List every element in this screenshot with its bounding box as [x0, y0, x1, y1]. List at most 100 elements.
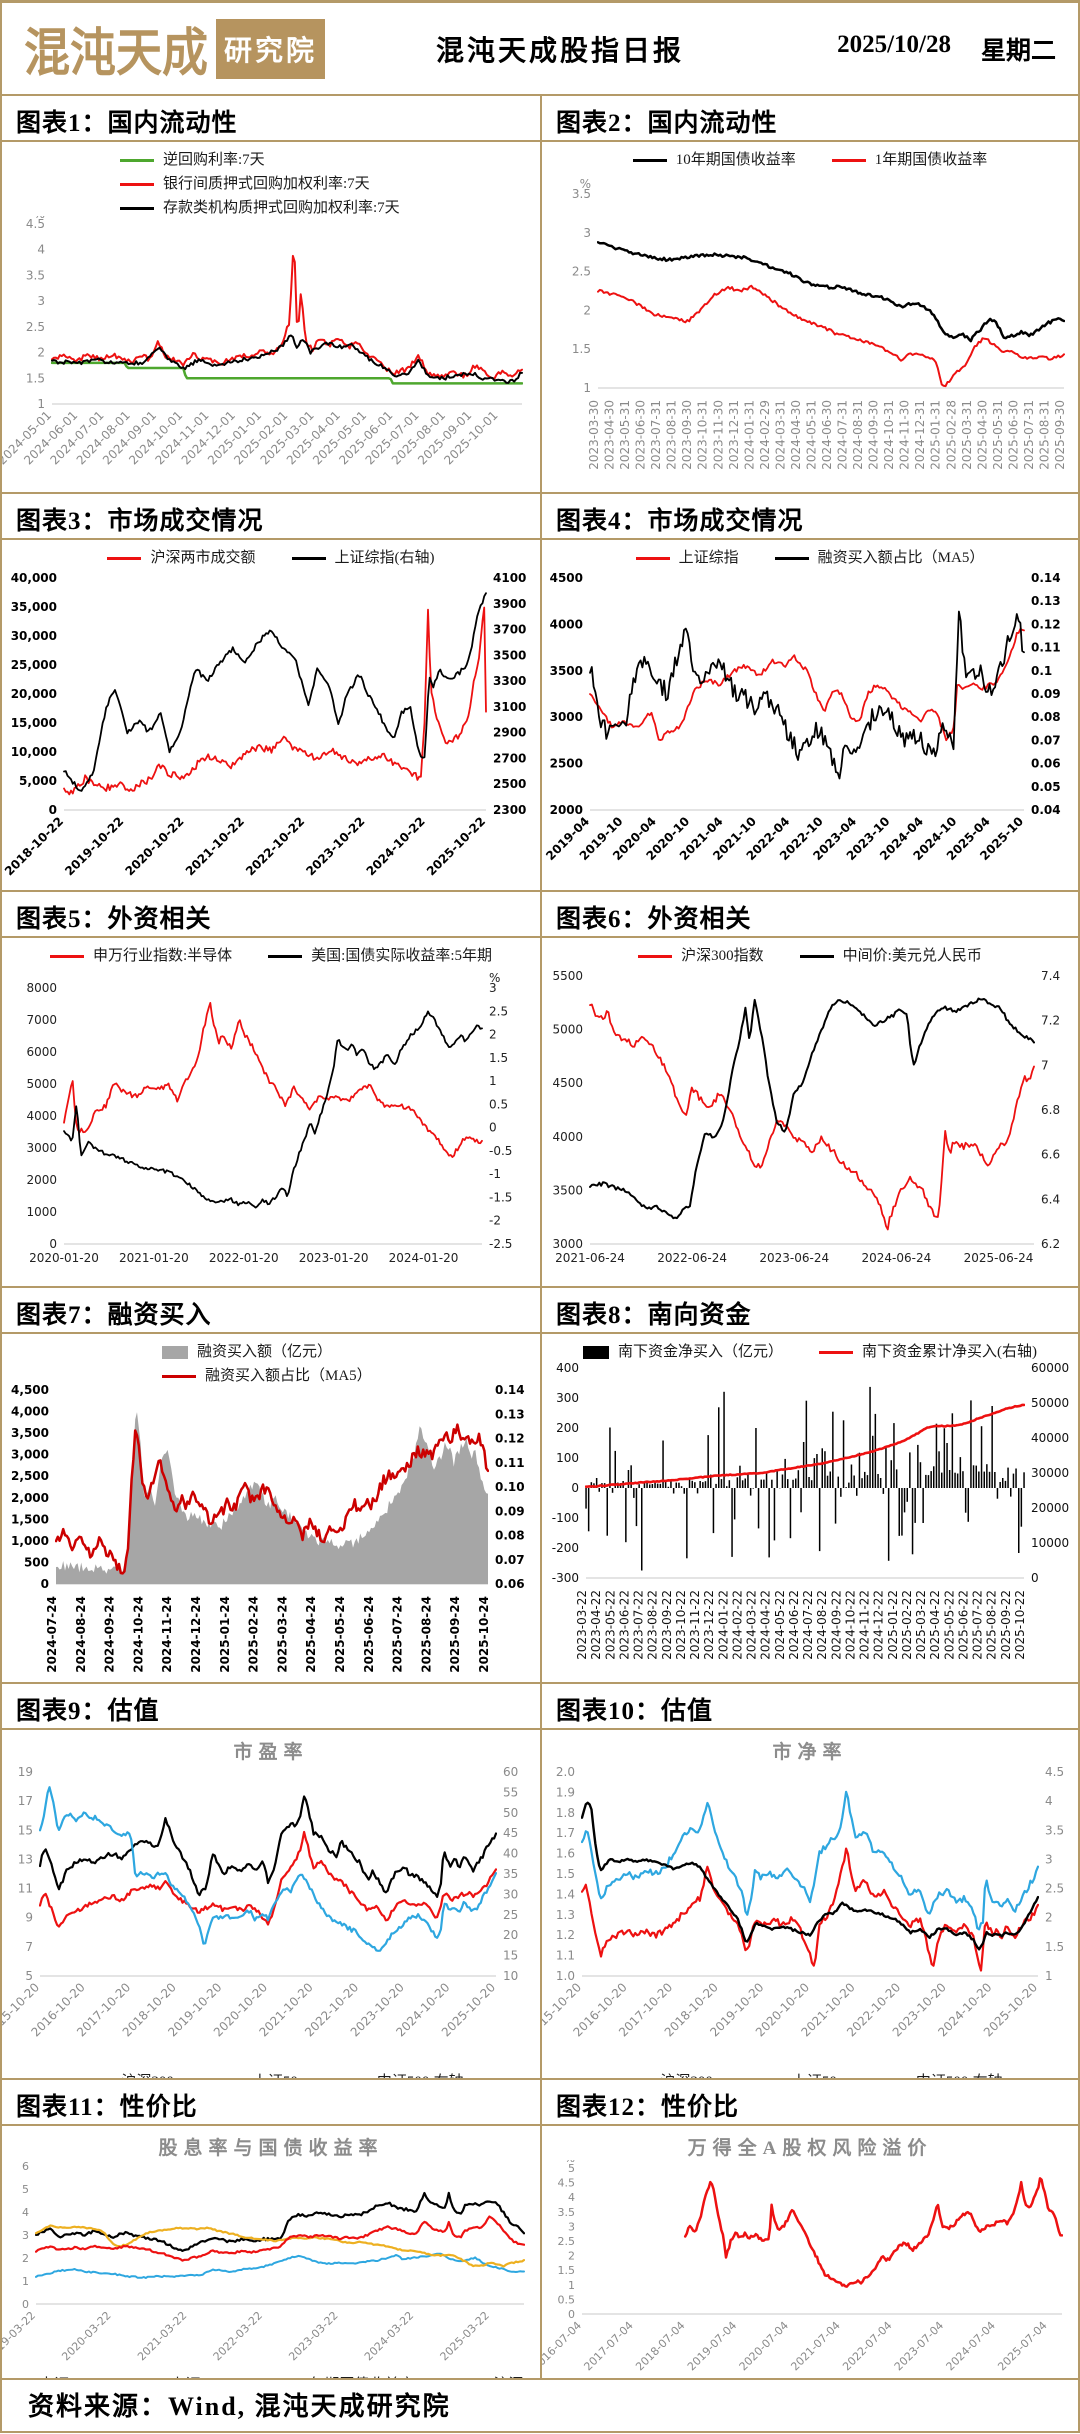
chart-inner-title: 万得全A股权风险溢价: [687, 2138, 933, 2159]
series-omo7: [51, 361, 523, 385]
svg-text:1.9: 1.9: [556, 1785, 575, 1799]
svg-text:2.5: 2.5: [1045, 1882, 1064, 1896]
svg-text:2.5: 2.5: [572, 265, 591, 279]
svg-text:2024-03-31: 2024-03-31: [773, 400, 787, 470]
svg-text:2025-02-22: 2025-02-22: [900, 1590, 914, 1660]
chart-domestic-liquidity-rates: 逆回购利率:7天 银行间质押式回购加权利率:7天 存款类机构质押式回购加权利率:7天…: [2, 142, 540, 492]
svg-text:35: 35: [503, 1867, 518, 1881]
date-value: 2025/10/28: [837, 30, 951, 58]
svg-text:2025-01-22: 2025-01-22: [886, 1590, 900, 1660]
series-pe_zz500: [39, 1786, 497, 1952]
section-headers-row-1: 图表1：国内流动性 图表2：国内流动性: [2, 96, 1078, 142]
chart-margin-buying: 融资买入额（亿元） 融资买入额占比（MA5） 0 500 1,000 1,500 2,000…: [2, 1334, 540, 1682]
series-div_zz500: [35, 2252, 525, 2279]
svg-text:2000: 2000: [26, 1173, 57, 1187]
svg-text:2024-02-29: 2024-02-29: [758, 400, 772, 470]
legend-item: 上证50: [127, 2375, 215, 2379]
svg-text:2018-07-04: 2018-07-04: [633, 2319, 687, 2373]
svg-text:2023-11-30: 2023-11-30: [711, 400, 725, 470]
svg-text:2024-06-30: 2024-06-30: [820, 400, 834, 470]
chart-heading-8: 图表8：南向资金: [540, 1288, 1078, 1332]
svg-text:0.5: 0.5: [558, 2293, 576, 2306]
svg-text:1: 1: [37, 397, 45, 411]
svg-text:4000: 4000: [26, 1109, 57, 1123]
legend-swatch-icon: [120, 183, 154, 186]
report-header: 混沌天成 研究院 混沌天成股指日报 2025/10/28 星期二: [2, 3, 1078, 96]
report-title: 混沌天成股指日报: [435, 35, 684, 67]
svg-text:8000: 8000: [26, 981, 57, 995]
svg-text:2025-08-22: 2025-08-22: [985, 1590, 999, 1660]
svg-text:10: 10: [503, 1969, 518, 1983]
legend-label: 中证500:右轴: [377, 2072, 464, 2079]
svg-text:2024-11-30: 2024-11-30: [898, 400, 912, 470]
chart-canvas: 0 500 1,000 1,500 2,000 2,500 3,000 3,500 4,000 4…: [11, 1383, 525, 1673]
svg-text:6.4: 6.4: [1041, 1192, 1060, 1206]
svg-text:2024-10-22: 2024-10-22: [364, 814, 428, 878]
series-hs300: [589, 1003, 1035, 1231]
chart-legend: 中证500 上证50 10年期国债收益率 沪深300: [2, 2369, 540, 2379]
legend-item: 南下资金净买入（亿元）: [582, 1342, 783, 1363]
chart-canvas: 1.0 1.1 1.2 1.3 1.4 1.5 1.6 1.7 1.8 1.9 2.0 1 1.5 2 2.…: [542, 1765, 1064, 2039]
svg-text:1.2: 1.2: [556, 1928, 575, 1942]
legend-item: 沪深300: [78, 2072, 174, 2079]
svg-text:2024-03-22: 2024-03-22: [362, 2309, 416, 2363]
svg-text:%: %: [19, 2160, 29, 2163]
svg-text:0.07: 0.07: [495, 1553, 525, 1567]
logo-badge: 研究院: [216, 18, 326, 79]
svg-text:2023-09-30: 2023-09-30: [680, 400, 694, 470]
chart-canvas: 11.522.533.544.5%2024-05-012024-06-01202…: [2, 207, 523, 467]
svg-text:2025-04-24: 2025-04-24: [304, 1596, 318, 1673]
chart-row-5: 市盈率 5 7 9 11 13 15 17 19 10 15 20 25 30 35 40 45 50 55 60 20…: [2, 1730, 1078, 2080]
series-pb_hs300: [581, 1790, 1039, 1931]
svg-text:2023-06-30: 2023-06-30: [634, 400, 648, 470]
svg-text:2023-03-22: 2023-03-22: [286, 2309, 340, 2363]
svg-text:2024-07-24: 2024-07-24: [45, 1596, 59, 1673]
svg-text:-1.5: -1.5: [489, 1190, 512, 1204]
legend-label: 上证50: [170, 2375, 215, 2379]
svg-text:1.3: 1.3: [556, 1908, 575, 1922]
svg-text:1: 1: [568, 2279, 575, 2292]
chart-canvas: -300 -200 -100 0 100 200 300 400 0 10000 20000 3000…: [552, 1361, 1069, 1660]
series-pe_hs300: [39, 1795, 497, 1898]
svg-text:2000: 2000: [550, 803, 583, 817]
svg-text:%: %: [489, 971, 500, 985]
svg-text:5: 5: [568, 2162, 575, 2175]
section-headers-row-4: 图表7：融资买入 图表8：南向资金: [2, 1288, 1078, 1334]
legend-label: 沪深300: [494, 2375, 540, 2379]
svg-text:2024-04-22: 2024-04-22: [759, 1590, 773, 1660]
svg-text:0: 0: [41, 1577, 49, 1591]
svg-text:1.1: 1.1: [556, 1949, 575, 1963]
svg-text:1.5: 1.5: [489, 1051, 508, 1065]
svg-text:2023-10-22: 2023-10-22: [674, 1590, 688, 1660]
series-pb_zz500: [581, 1801, 1039, 1951]
svg-text:40000: 40000: [1031, 1431, 1069, 1445]
legend-swatch-icon: [638, 954, 673, 958]
svg-text:0.06: 0.06: [1031, 757, 1061, 771]
svg-text:2021-01-20: 2021-01-20: [119, 1251, 189, 1265]
series-pe_sz50: [39, 1830, 497, 1928]
svg-text:1,500: 1,500: [11, 1512, 49, 1526]
legend-label: 上证50: [792, 2072, 837, 2079]
svg-text:2023-06-22: 2023-06-22: [617, 1590, 631, 1660]
chart-legend: 申万行业指数:半导体 美国:国债实际收益率:5年期: [2, 938, 540, 966]
svg-text:4500: 4500: [552, 1076, 583, 1090]
svg-text:2700: 2700: [493, 751, 526, 765]
series-southbound_net: [585, 1386, 1025, 1571]
svg-text:500: 500: [24, 1555, 49, 1569]
svg-text:3500: 3500: [493, 648, 526, 662]
svg-text:40,000: 40,000: [11, 571, 57, 585]
svg-text:2025-04-22: 2025-04-22: [928, 1590, 942, 1660]
svg-text:55: 55: [503, 1785, 518, 1799]
svg-text:3: 3: [583, 226, 591, 240]
legend-label: 沪深两市成交额: [150, 549, 256, 566]
svg-text:2025-06-30: 2025-06-30: [1006, 400, 1020, 470]
legend-swatch-icon: [268, 954, 303, 958]
svg-text:7.4: 7.4: [1041, 969, 1060, 983]
legend-swatch-icon: [632, 158, 667, 162]
legend-item: 沪深两市成交额: [107, 548, 256, 569]
series-pb_sz50: [581, 1847, 1039, 1972]
svg-text:2023-09-22: 2023-09-22: [660, 1590, 674, 1660]
legend-label: 南下资金净买入（亿元）: [617, 1343, 783, 1360]
chart-row-1: 逆回购利率:7天 银行间质押式回购加权利率:7天 存款类机构质押式回购加权利率:7天…: [2, 142, 1078, 494]
